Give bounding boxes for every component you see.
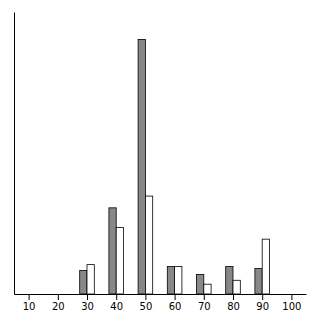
x-tick: 10 bbox=[23, 294, 36, 312]
bar bbox=[255, 269, 262, 294]
x-tick-mark bbox=[204, 294, 205, 300]
x-tick-label: 70 bbox=[198, 301, 211, 312]
bar bbox=[87, 265, 94, 294]
x-tick: 90 bbox=[256, 294, 269, 312]
bar bbox=[138, 39, 145, 294]
bar-series bbox=[80, 39, 263, 294]
x-tick: 50 bbox=[140, 294, 153, 312]
x-tick: 80 bbox=[227, 294, 240, 312]
x-tick-label: 80 bbox=[227, 301, 240, 312]
bar bbox=[80, 271, 87, 295]
x-tick-mark bbox=[233, 294, 234, 300]
bar bbox=[284, 294, 291, 295]
x-tick-label: 10 bbox=[23, 301, 36, 312]
plot-area: 10 20 30 40 50 60 70 80 90 100 bbox=[15, 13, 307, 313]
x-tick: 40 bbox=[110, 294, 123, 312]
x-tick-label: 100 bbox=[282, 301, 301, 312]
x-tick-label: 20 bbox=[52, 301, 65, 312]
x-tick-mark bbox=[58, 294, 59, 300]
bar bbox=[204, 284, 211, 294]
bar bbox=[233, 280, 240, 294]
bar bbox=[29, 294, 36, 295]
bar bbox=[197, 274, 204, 294]
x-tick-mark bbox=[262, 294, 263, 300]
bar bbox=[291, 294, 298, 295]
x-tick: 70 bbox=[198, 294, 211, 312]
y-axis bbox=[14, 13, 15, 295]
x-tick: 30 bbox=[81, 294, 94, 312]
x-tick: 100 bbox=[282, 294, 301, 312]
x-tick-mark bbox=[116, 294, 117, 300]
bar bbox=[145, 196, 152, 294]
bar-series bbox=[87, 196, 270, 294]
bar bbox=[109, 208, 116, 294]
x-tick-label: 60 bbox=[169, 301, 182, 312]
x-tick-mark bbox=[291, 294, 292, 300]
x-tick: 20 bbox=[52, 294, 65, 312]
bar bbox=[167, 267, 174, 294]
bar bbox=[116, 227, 123, 294]
bar bbox=[51, 294, 58, 295]
x-tick: 60 bbox=[169, 294, 182, 312]
x-tick-mark bbox=[175, 294, 176, 300]
bars bbox=[80, 39, 270, 294]
x-tick-label: 50 bbox=[140, 301, 153, 312]
x-tick-mark bbox=[145, 294, 146, 300]
x-tick-label: 90 bbox=[256, 301, 269, 312]
bar bbox=[175, 267, 182, 294]
bar bbox=[21, 294, 28, 295]
y-axis-line bbox=[14, 13, 15, 295]
bar bbox=[58, 294, 65, 295]
bar bbox=[262, 239, 269, 294]
x-tick-mark bbox=[87, 294, 88, 300]
chart: 10 20 30 40 50 60 70 80 90 100 bbox=[0, 0, 320, 320]
x-tick-label: 40 bbox=[110, 301, 123, 312]
x-axis: 10 20 30 40 50 60 70 80 90 100 bbox=[15, 294, 307, 312]
bar bbox=[226, 267, 233, 294]
x-tick-label: 30 bbox=[81, 301, 94, 312]
x-tick-mark bbox=[29, 294, 30, 300]
